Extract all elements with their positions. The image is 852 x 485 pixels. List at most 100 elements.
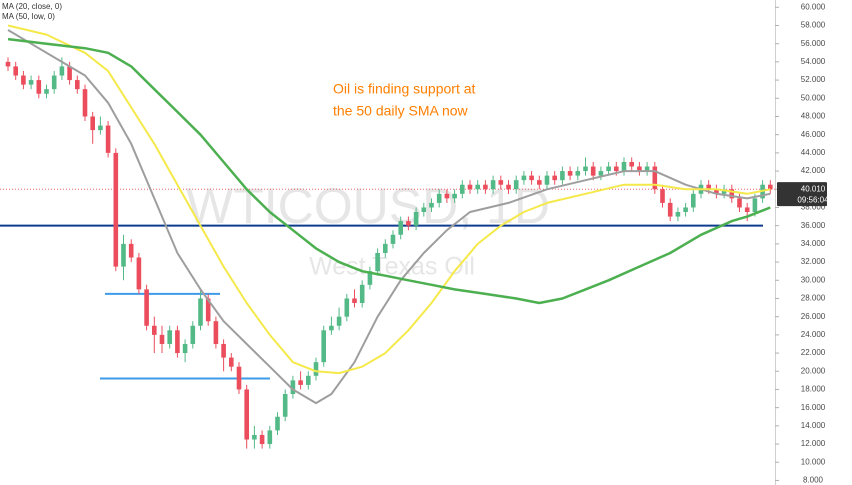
y-tick-label: 50.000 (801, 93, 826, 102)
candle-body (452, 193, 457, 199)
y-tick-label: 26.000 (801, 312, 826, 321)
y-tick-label: 38.000 (801, 203, 826, 212)
y-tick-label: 14.000 (801, 421, 826, 430)
y-tick-label: 8.000 (803, 476, 824, 485)
candle-body (436, 193, 442, 203)
annotation: Oil is finding support at (333, 81, 476, 97)
candle-body (229, 357, 234, 367)
candle-body (175, 330, 180, 354)
candle-body (252, 434, 257, 440)
ma-line (7, 29, 771, 405)
candle-body (213, 321, 219, 344)
y-tick-label: 22.000 (801, 348, 826, 357)
y-tick-label: 44.000 (801, 148, 826, 157)
candle-body (267, 430, 273, 445)
y-tick-label: 58.000 (801, 21, 826, 30)
candle-body (282, 394, 288, 417)
candle-body (67, 66, 72, 81)
candle-body (621, 161, 627, 172)
candle-body (367, 271, 373, 285)
candle-body (136, 257, 142, 290)
candle-body (660, 189, 665, 203)
candle-body (498, 180, 504, 185)
candle-body (590, 166, 596, 176)
price-tag (777, 182, 827, 207)
candle-body (444, 193, 450, 199)
candle-body (90, 116, 95, 131)
y-tick-label: 54.000 (801, 57, 826, 66)
candle-body (275, 416, 280, 431)
candle-body (329, 325, 334, 331)
candle-body (706, 184, 711, 190)
y-tick-label: 18.000 (801, 385, 826, 394)
y-tick-label: 32.000 (801, 257, 826, 266)
y-tick-label: 34.000 (801, 239, 826, 248)
candle-body (144, 289, 149, 326)
candle-body (51, 75, 57, 90)
candle-body (383, 243, 388, 253)
candle-body (167, 330, 172, 344)
ma-line (7, 24, 771, 375)
candle-body (98, 125, 103, 131)
candle-body (290, 380, 296, 395)
candle-body (521, 175, 527, 181)
candle-body (413, 212, 419, 226)
candle-body (552, 175, 557, 181)
candle-body (306, 375, 311, 385)
y-tick-label: 12.000 (801, 439, 826, 448)
y-tick-label: 16.000 (801, 403, 826, 412)
legend-entry: MA (50, low, 0) (2, 12, 55, 21)
candle-body (13, 66, 18, 76)
ma-line (7, 37, 771, 305)
candle-body (298, 380, 303, 385)
candle-body (460, 184, 465, 194)
candle-body (629, 161, 634, 167)
candle-body (575, 171, 581, 176)
y-tick-label: 56.000 (801, 39, 826, 48)
candle-body (5, 61, 11, 67)
candle-body (429, 202, 434, 208)
candle-body (475, 184, 480, 190)
candle-body (352, 298, 357, 304)
candle-body (313, 362, 319, 376)
plot-area (0, 24, 775, 449)
candle-body (513, 180, 519, 190)
candle-body (667, 202, 673, 217)
candle-body (59, 66, 65, 76)
candle-body (490, 180, 496, 190)
y-tick-label: 20.000 (801, 366, 826, 375)
legend-entry: MA (20, close, 0) (2, 2, 62, 11)
candle-body (675, 212, 681, 217)
candle-body (544, 175, 550, 185)
candle-body (128, 243, 134, 258)
y-tick-label: 46.000 (801, 130, 826, 139)
candle-body (567, 171, 573, 176)
candle-body (714, 189, 719, 194)
candle-body (467, 184, 473, 190)
candle-body (691, 193, 696, 208)
candle-body (375, 252, 380, 272)
candle-body (121, 243, 126, 267)
candle-body (21, 75, 26, 85)
candle-body (729, 189, 735, 199)
y-tick-label: 52.000 (801, 75, 826, 84)
price-tag-label: 40.010 (801, 184, 826, 193)
y-tick-label: 48.000 (801, 112, 826, 121)
candle-body (752, 198, 758, 213)
candle-body (198, 298, 203, 326)
candle-body (529, 175, 534, 181)
candle-body (336, 316, 342, 326)
y-tick-label: 36.000 (801, 221, 826, 230)
candle-body (236, 366, 242, 390)
candle-body (583, 166, 588, 172)
candle-body (321, 330, 326, 363)
y-tick-label: 10.000 (801, 457, 826, 466)
y-tick-label: 30.000 (801, 275, 826, 284)
candle-body (259, 434, 265, 445)
candle-body (244, 389, 249, 440)
candle-body (390, 234, 396, 244)
candle-body (506, 184, 511, 190)
y-tick-label: 28.000 (801, 294, 826, 303)
candle-body (152, 325, 157, 335)
